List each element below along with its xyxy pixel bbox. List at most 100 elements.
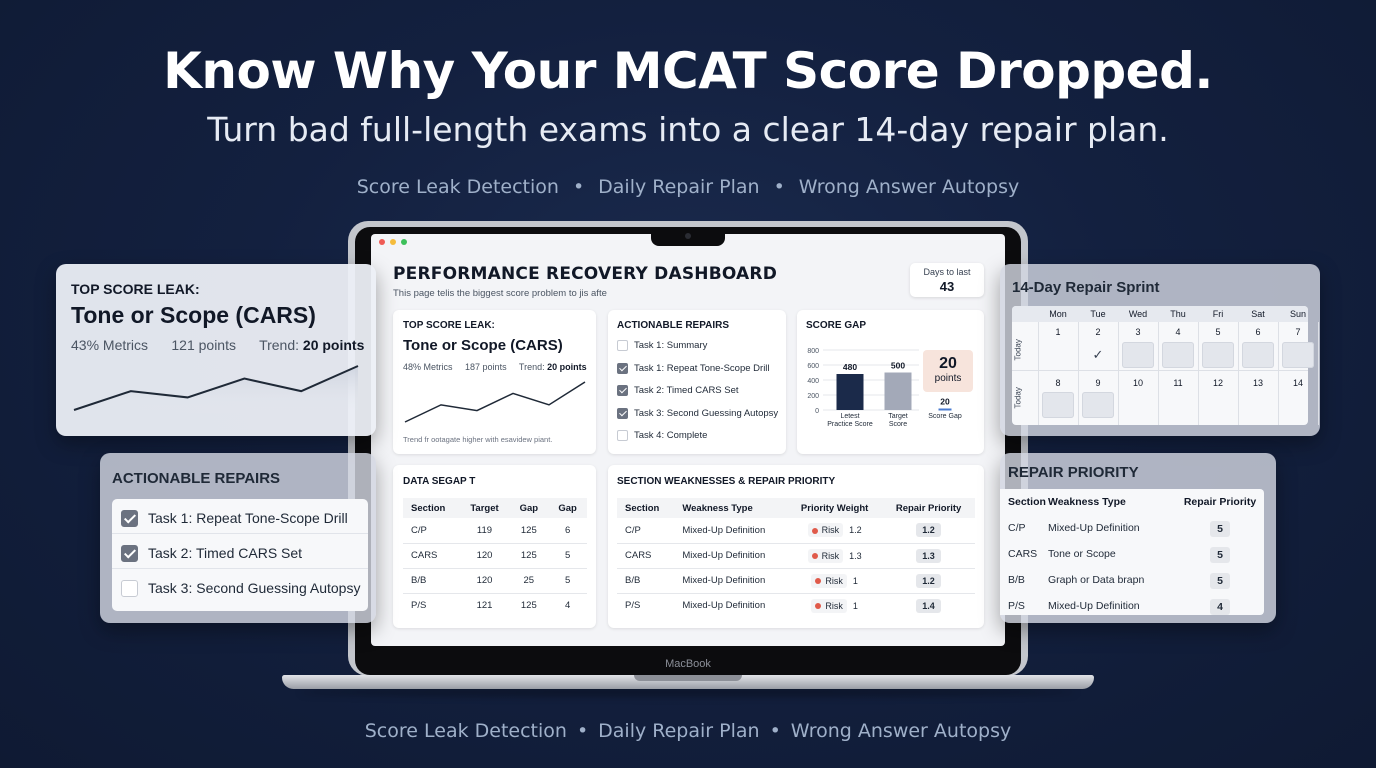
risk-badge: Risk xyxy=(807,548,844,563)
column-header[interactable]: Repair Priority xyxy=(882,498,975,518)
bar xyxy=(938,408,952,411)
checked-checkbox[interactable] xyxy=(617,362,628,374)
task-item[interactable]: Task 1: Summary xyxy=(617,340,778,363)
day-slot[interactable]: ✓ xyxy=(1082,342,1114,368)
repair-priority-badge: 4 xyxy=(1210,599,1230,615)
task-item[interactable]: Task 3: Second Guessing Autopsy xyxy=(617,407,778,431)
task-item[interactable]: Task 2: Timed CARS Set xyxy=(112,534,368,569)
floating-metric-percent: 43% Metrics xyxy=(71,337,149,353)
days-label: Days to last xyxy=(923,267,971,277)
column-header[interactable]: Weakness Type xyxy=(1048,496,1126,508)
table-row: C/P Mixed-Up Definition 5 xyxy=(1000,515,1264,541)
task-item[interactable]: Task 1: Repeat Tone-Scope Drill xyxy=(617,362,778,386)
feature-repair-plan: Daily Repair Plan xyxy=(598,176,760,198)
risk-badge: Risk xyxy=(811,573,847,588)
checkbox[interactable] xyxy=(121,579,138,597)
section-cell: CARS xyxy=(617,543,675,569)
data-gap-card: DATA SEGAP T Section Target Gap Gap C/P 119 1… xyxy=(393,465,596,628)
feature-repair-plan: Daily Repair Plan xyxy=(598,720,760,742)
bar-value-label: 480 xyxy=(843,362,857,372)
priority-panel: REPAIR PRIORITY Section Weakness Type Repa… xyxy=(1000,453,1276,623)
gap-points-badge: 20 points xyxy=(923,350,973,392)
column-header[interactable]: Weakness Type xyxy=(674,498,788,518)
repair-priority-cell: 1.4 xyxy=(882,593,975,618)
weakness-type-cell: Mixed-Up Definition xyxy=(674,568,788,594)
column-header[interactable]: Repair Priority xyxy=(1183,496,1257,508)
day-number: 10 xyxy=(1132,378,1143,388)
row-label: Today xyxy=(1013,339,1023,361)
y-tick-label: 800 xyxy=(807,348,819,355)
leak-card-header: TOP SCORE LEAK: xyxy=(403,320,495,331)
task-item[interactable]: Task 3: Second Guessing Autopsy xyxy=(112,569,368,604)
column-header[interactable]: Gap xyxy=(548,498,587,518)
table-row: CARS Mixed-Up Definition Risk 1.3 1.3 xyxy=(617,543,975,569)
day-slot[interactable] xyxy=(1242,342,1274,368)
task-label: Task 1: Repeat Tone-Scope Drill xyxy=(634,362,770,374)
checked-checkbox[interactable] xyxy=(121,509,138,527)
category-label: Target xyxy=(888,413,908,420)
column-header[interactable]: Section xyxy=(1008,496,1046,508)
floating-trend-sparkline xyxy=(73,365,359,414)
column-header[interactable]: Priority Weight xyxy=(787,498,883,518)
priority-table-bg: Section Weakness Type Repair Priority C/P M… xyxy=(1000,489,1264,615)
days-value: 43 xyxy=(939,279,955,294)
trend-line xyxy=(73,365,359,411)
weakness-table: Section Weakness Type Priority Weight Repai… xyxy=(617,498,975,618)
checkbox[interactable] xyxy=(617,340,628,351)
close-window-icon[interactable] xyxy=(379,239,385,245)
day-slot[interactable] xyxy=(1162,342,1194,368)
priority-title: REPAIR PRIORITY xyxy=(1008,464,1139,481)
table-header-row: Section Weakness Type Repair Priority xyxy=(1000,489,1264,515)
weakness-header: SECTION WEAKNESSES & REPAIR PRIORITY xyxy=(617,476,836,487)
table-header-row: Section Target Gap Gap xyxy=(403,498,587,518)
task-item[interactable]: Task 1: Repeat Tone-Scope Drill xyxy=(112,499,368,534)
column-header[interactable]: Target xyxy=(459,498,510,518)
table-cell: 25 xyxy=(509,568,549,594)
day-slot[interactable] xyxy=(1282,342,1314,368)
minimize-window-icon[interactable] xyxy=(390,239,396,245)
grid-line xyxy=(1198,322,1199,425)
repair-priority-cell: 5 xyxy=(1176,515,1264,541)
table-cell: 125 xyxy=(509,518,549,544)
leak-card-metrics: 48% Metrics 187 points Trend: 20 points xyxy=(403,362,587,372)
day-slot[interactable] xyxy=(1202,342,1234,368)
table-cell: 125 xyxy=(509,543,549,569)
checked-checkbox[interactable] xyxy=(121,544,138,562)
task-label: Task 1: Summary xyxy=(634,340,708,351)
column-header[interactable]: Section xyxy=(403,498,460,518)
section-cell: B/B xyxy=(617,568,675,594)
day-slot[interactable] xyxy=(1122,342,1154,368)
day-slot[interactable] xyxy=(1042,392,1074,418)
priority-weight-value: 1 xyxy=(852,575,858,586)
repairs-card: ACTIONABLE REPAIRS Task 1: Summary Task 1… xyxy=(608,310,786,454)
priority-table: Section Weakness Type Repair Priority C/P M… xyxy=(1000,489,1264,619)
check-icon: ✓ xyxy=(1092,347,1104,362)
trend-area xyxy=(74,366,358,414)
weekday-label: Mon xyxy=(1049,309,1067,319)
leak-trend-label: Trend: xyxy=(518,362,545,372)
repair-priority-cell: 4 xyxy=(1176,593,1264,619)
weakness-type-cell: Mixed-Up Definition xyxy=(682,600,766,612)
table-row: CARS Tone or Scope 5 xyxy=(1000,541,1264,567)
day-slot[interactable] xyxy=(1082,392,1114,418)
maximize-window-icon[interactable] xyxy=(401,239,407,245)
task-label: Task 2: Timed CARS Set xyxy=(148,545,303,562)
table-cell: C/P xyxy=(403,518,460,544)
task-item[interactable]: Task 2: Timed CARS Set xyxy=(617,385,778,408)
checkbox[interactable] xyxy=(617,430,628,441)
checked-checkbox[interactable] xyxy=(617,385,628,396)
feature-tagline-top: Score Leak Detection • Daily Repair Plan • W… xyxy=(0,176,1376,198)
day-number: 2 xyxy=(1095,327,1101,337)
priority-weight-value: 1 xyxy=(852,600,858,611)
checked-checkbox[interactable] xyxy=(617,407,628,419)
table-row: B/B 120 25 5 xyxy=(403,568,587,594)
column-header[interactable]: Section xyxy=(617,498,675,518)
repair-priority-badge: 1.4 xyxy=(916,598,941,613)
grid-line xyxy=(1038,322,1039,425)
table-cell: 121 xyxy=(476,600,493,612)
task-item[interactable]: Task 4: Complete xyxy=(617,430,778,453)
category-label: Score Gap xyxy=(928,413,962,420)
repair-priority-cell: 5 xyxy=(1176,567,1264,593)
column-header[interactable]: Gap xyxy=(509,498,549,518)
floating-trend-label: Trend: xyxy=(259,337,300,353)
